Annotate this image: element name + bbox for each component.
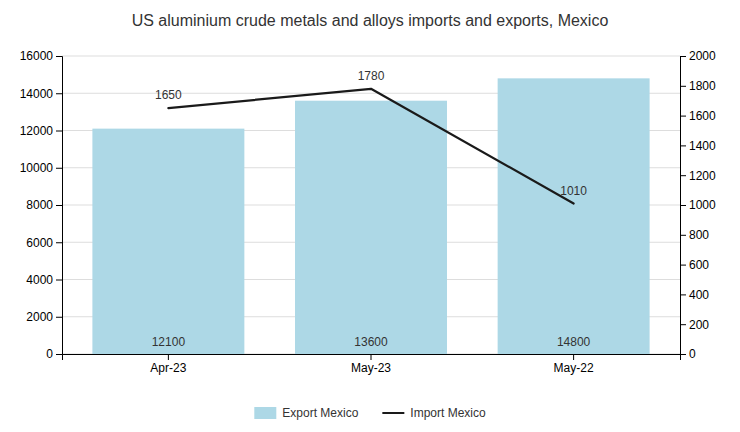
tick-label: 4000 [26, 273, 53, 287]
tick-label: 1200 [689, 169, 716, 183]
tick-mark [680, 265, 686, 266]
tick-mark [680, 294, 686, 295]
tick: 1400 [680, 139, 716, 153]
tick-label: May-23 [351, 361, 391, 375]
tick-label: 400 [689, 288, 709, 302]
tick: 1200 [680, 169, 716, 183]
tick: 6000 [26, 236, 62, 250]
tick: May-22 [554, 354, 594, 375]
tick: 8000 [26, 198, 62, 212]
legend-label: Export Mexico [282, 406, 358, 420]
tick-mark [168, 354, 169, 360]
tick: 12000 [20, 124, 62, 138]
legend-swatch [382, 412, 404, 414]
tick-mark [680, 324, 686, 325]
tick: 1800 [680, 79, 716, 93]
tick-label: 2000 [26, 310, 53, 324]
tick: 1600 [680, 109, 716, 123]
axis-line [681, 57, 687, 355]
data-label: 12100 [152, 335, 186, 349]
tick-label: 8000 [26, 198, 53, 212]
tick-label: 1600 [689, 109, 716, 123]
legend-item: Export Mexico [254, 406, 358, 420]
axis-line [63, 355, 681, 361]
tick-label: 1800 [689, 79, 716, 93]
tick-label: 12000 [20, 124, 54, 138]
data-label: 1650 [155, 88, 182, 102]
tick-mark [680, 116, 686, 117]
tick: 16000 [20, 49, 62, 63]
tick-label: 10000 [20, 161, 54, 175]
tick: Apr-23 [150, 354, 186, 375]
tick: 0 [680, 347, 696, 361]
legend: Export Mexico Import Mexico [254, 406, 486, 420]
bar [92, 129, 244, 354]
bar [498, 78, 650, 354]
tick: 2000 [680, 49, 716, 63]
grid [62, 56, 680, 354]
tick-mark [56, 317, 62, 318]
tick: 4000 [26, 273, 62, 287]
tick-label: 200 [689, 318, 709, 332]
data-label: 13600 [354, 335, 388, 349]
y-axis: 0 2000 4000 6000 8000 10000 12000 14000 16000 [20, 49, 63, 361]
tick: 600 [680, 258, 709, 272]
tick: 1000 [680, 198, 716, 212]
data-label: 1010 [560, 184, 587, 198]
tick-mark [680, 235, 686, 236]
tick-mark [56, 56, 62, 57]
tick-mark [680, 56, 686, 57]
tick-mark [56, 93, 62, 94]
tick: 14000 [20, 87, 62, 101]
legend-label: Import Mexico [410, 406, 486, 420]
tick: May-23 [351, 354, 391, 375]
title: US aluminium crude metals and alloys imp… [132, 12, 609, 29]
tick-mark [680, 145, 686, 146]
tick-label: 800 [689, 228, 709, 242]
tick-mark [680, 175, 686, 176]
tick-mark [56, 168, 62, 169]
tick-mark [680, 86, 686, 87]
line [168, 89, 573, 204]
tick-label: 0 [689, 347, 696, 361]
tick-mark [680, 205, 686, 206]
tick-mark [56, 280, 62, 281]
tick: 200 [680, 318, 709, 332]
chart: US aluminium crude metals and alloys imp… [0, 0, 740, 432]
tick: 400 [680, 288, 709, 302]
tick-mark [680, 354, 686, 355]
tick-label: 1000 [689, 198, 716, 212]
axis-line [56, 57, 63, 355]
tick-label: 6000 [26, 236, 53, 250]
data-label: 14800 [557, 335, 591, 349]
data-labels: 12100 13600 14800 1650 1780 1010 [152, 69, 591, 349]
tick-label: 16000 [20, 49, 54, 63]
tick-mark [56, 354, 62, 355]
tick-mark [56, 242, 62, 243]
y2-axis: 0 200 400 600 800 1000 1200 1400 1600 1800 2000 [680, 49, 716, 361]
tick: 800 [680, 228, 709, 242]
data-label: 1780 [358, 69, 385, 83]
marks [92, 78, 649, 354]
tick-mark [573, 354, 574, 360]
x-axis: Apr-23 May-23 May-22 [63, 354, 681, 375]
grid-line [62, 56, 680, 57]
tick-label: 1400 [689, 139, 716, 153]
bar [295, 101, 447, 354]
tick-mark [56, 205, 62, 206]
plot: 12100 13600 14800 1650 1780 1010 Apr-23 May-23 M… [20, 49, 716, 374]
tick: 2000 [26, 310, 62, 324]
tick-mark [56, 131, 62, 132]
tick-label: 0 [46, 347, 53, 361]
legend-item: Import Mexico [382, 406, 486, 420]
tick: 0 [46, 347, 62, 361]
tick: 10000 [20, 161, 62, 175]
tick-label: May-22 [554, 361, 594, 375]
legend-swatch [254, 407, 276, 419]
tick-label: Apr-23 [150, 361, 186, 375]
tick-mark [371, 354, 372, 360]
tick-label: 14000 [20, 87, 54, 101]
tick-label: 600 [689, 258, 709, 272]
tick-label: 2000 [689, 49, 716, 63]
